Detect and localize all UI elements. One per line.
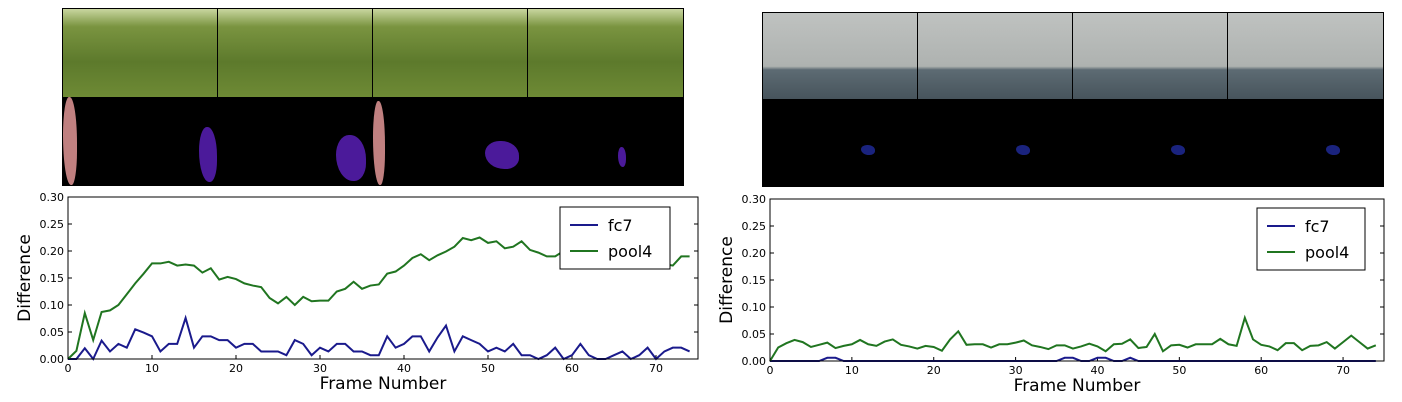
x-tick-label: 40 — [397, 362, 411, 375]
y-tick-label: 0.05 — [742, 328, 767, 341]
video-frame — [1228, 13, 1383, 99]
segmentation-mask — [528, 97, 683, 185]
plot-frame — [67, 196, 699, 360]
x-tick-label: 0 — [65, 362, 72, 375]
y-tick-label: 0.00 — [742, 355, 767, 368]
legend — [1256, 207, 1366, 271]
x-tick-label: 40 — [1090, 364, 1104, 377]
x-tick-label: 60 — [1254, 364, 1268, 377]
y-tick-label: 0.30 — [40, 191, 65, 204]
legend-label: fc7 — [1305, 217, 1330, 236]
video-frame — [763, 13, 918, 99]
plot-frame — [769, 198, 1385, 362]
x-axis-label: Frame Number — [1014, 376, 1141, 396]
video-frame — [218, 9, 373, 97]
video-frame — [918, 13, 1073, 99]
x-tick-label: 50 — [481, 362, 495, 375]
segmentation-mask — [763, 99, 918, 186]
video-frame — [1073, 13, 1228, 99]
video-frame — [63, 9, 218, 97]
x-tick-label: 10 — [145, 362, 159, 375]
y-tick-label: 0.25 — [742, 220, 767, 233]
y-tick-label: 0.25 — [40, 218, 65, 231]
y-tick-label: 0.30 — [742, 193, 767, 206]
video-frame — [528, 9, 683, 97]
y-tick-label: 0.15 — [742, 274, 767, 287]
y-tick-label: 0.20 — [742, 247, 767, 260]
y-tick-label: 0.00 — [40, 353, 65, 366]
x-tick-label: 20 — [229, 362, 243, 375]
x-tick-label: 0 — [767, 364, 774, 377]
y-tick-label: 0.10 — [742, 301, 767, 314]
legend-label: fc7 — [608, 216, 633, 235]
image-strip-dog — [62, 8, 684, 186]
x-tick-label: 70 — [649, 362, 663, 375]
series-line-pool4 — [769, 314, 1377, 362]
legend — [559, 206, 671, 270]
x-tick-label: 30 — [1009, 364, 1023, 377]
segmentation-mask — [373, 97, 528, 185]
segmentation-mask — [63, 97, 218, 185]
y-axis-label: Difference — [15, 234, 35, 322]
segmentation-mask — [1228, 99, 1383, 186]
x-tick-label: 70 — [1336, 364, 1350, 377]
y-tick-label: 0.10 — [40, 299, 65, 312]
series-line-fc7 — [68, 314, 691, 361]
y-tick-label: 0.15 — [40, 272, 65, 285]
x-tick-label: 30 — [313, 362, 327, 375]
x-tick-label: 10 — [845, 364, 859, 377]
y-tick-label: 0.05 — [40, 326, 65, 339]
segmentation-mask — [218, 97, 373, 185]
legend-label: pool4 — [608, 242, 652, 261]
y-tick-label: 0.20 — [40, 245, 65, 258]
segmentation-mask — [1073, 99, 1228, 186]
x-tick-label: 50 — [1172, 364, 1186, 377]
segmentation-mask — [918, 99, 1073, 186]
image-strip-boat — [762, 12, 1384, 187]
y-axis-label: Difference — [717, 236, 737, 324]
video-frame — [373, 9, 528, 97]
legend-label: pool4 — [1305, 243, 1349, 262]
x-tick-label: 60 — [565, 362, 579, 375]
x-axis-label: Frame Number — [320, 374, 447, 394]
x-tick-label: 20 — [927, 364, 941, 377]
